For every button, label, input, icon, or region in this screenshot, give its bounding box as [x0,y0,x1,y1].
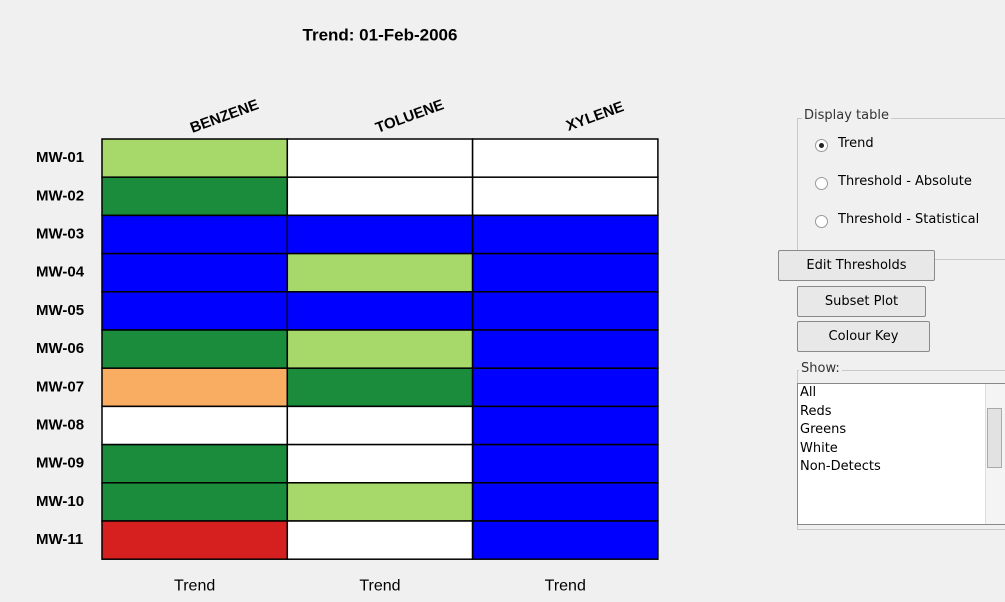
radio-dot [819,143,824,148]
heatmap-cell [471,291,659,331]
column-header: TOLUENE [373,96,446,136]
heatmap-cell [101,252,289,293]
column-header: XYLENE [564,98,626,135]
heatmap-cell [101,176,289,217]
list-item[interactable]: Reds [800,403,832,419]
heatmap-cell [101,443,289,484]
heatmap-cell [101,214,289,255]
radio-button[interactable] [815,215,828,228]
heatmap-cell [471,482,659,522]
group-title: Display table [802,108,891,123]
row-label: MW-05 [36,302,84,319]
row-label: MW-03 [36,225,84,242]
heatmap-cell [286,405,474,446]
list-item[interactable]: White [800,440,838,456]
list-box [797,383,1005,525]
heatmap-cell [286,520,474,560]
row-label: MW-11 [36,531,83,548]
row-label: MW-08 [36,416,84,433]
heatmap-cell [286,176,474,217]
heatmap-cell [286,482,474,522]
radio-label[interactable]: Threshold - Absolute [838,174,972,189]
radio-button[interactable] [815,177,828,190]
heatmap-cell [286,252,474,293]
heatmap-cell [286,329,474,369]
list-item[interactable]: Greens [800,422,847,437]
heatmap-cell [471,138,659,178]
column-footer: Trend [545,577,586,594]
heatmap-cell [101,520,289,560]
button[interactable]: Subset Plot [797,286,926,317]
heatmap-cell [101,482,289,522]
heatmap-cell [101,291,289,331]
column-header: BENZENE [188,96,261,136]
heatmap-cell [471,252,659,293]
row-label: MW-04 [36,264,85,281]
heatmap-cell [471,367,659,408]
heatmap-cell [101,405,289,446]
column-footer: Trend [359,577,400,594]
radio-button[interactable] [815,139,828,152]
heatmap-cell [101,367,289,408]
heatmap-cell [471,443,659,484]
list-item[interactable]: Non-Detects [800,459,881,474]
radio-label[interactable]: Threshold - Statistical [838,212,980,227]
row-label: MW-01 [36,149,84,166]
row-label: MW-06 [36,340,84,357]
radio-label[interactable]: Trend [838,136,874,151]
heatmap-cell [286,138,474,178]
heatmap-cell [286,367,474,408]
group-title: Show: [799,361,842,376]
row-label: MW-10 [36,493,84,510]
heatmap-cell [286,443,474,484]
title: Trend: 01-Feb-2006 [303,25,458,44]
row-label: MW-07 [36,378,84,395]
button[interactable]: Edit Thresholds [778,250,935,281]
display-table-group [797,118,1005,260]
heatmap-cell [101,329,289,369]
row-label: MW-02 [36,187,84,204]
row-label: MW-09 [36,455,84,472]
scroll-thumb [987,408,1002,468]
heatmap: Trend: 01-Feb-2006 BENZENE Trend TOLUENE Tr… [36,25,659,594]
heatmap-cell [471,329,659,369]
heatmap-cell [471,214,659,255]
heatmap-cell [101,138,289,178]
column-footer: Trend [174,577,215,594]
heatmap-cell [471,176,659,217]
heatmap-cell [471,405,659,446]
list-item[interactable]: All [800,385,817,400]
button[interactable]: Colour Key [797,321,930,352]
heatmap-cell [286,291,474,331]
heatmap-cell [471,520,659,560]
heatmap-cell [286,214,474,255]
